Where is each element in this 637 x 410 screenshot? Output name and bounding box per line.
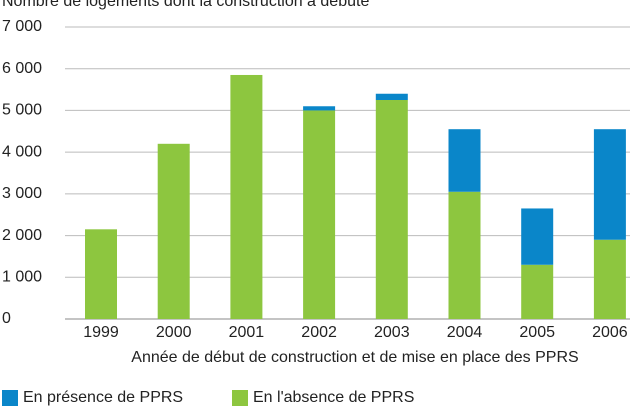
y-tick-label: 7 000 bbox=[2, 18, 42, 35]
bar-segment bbox=[448, 129, 481, 192]
legend-swatch bbox=[2, 390, 18, 406]
bar-segment bbox=[375, 100, 408, 319]
bar-segment bbox=[375, 93, 408, 100]
x-tick-label: 2003 bbox=[374, 324, 410, 341]
x-tick-label: 2006 bbox=[592, 324, 628, 341]
x-tick-label: 1999 bbox=[83, 324, 119, 341]
y-tick-label: 6 000 bbox=[2, 60, 42, 77]
x-axis-label: Année de début de construction et de mis… bbox=[131, 349, 578, 366]
bar-segment bbox=[521, 208, 554, 265]
bar-segment bbox=[593, 129, 626, 240]
bar-segment bbox=[593, 239, 626, 319]
chart-title: Nombre de logements dont la construction… bbox=[2, 0, 369, 10]
bar-segment bbox=[85, 229, 117, 319]
y-tick-label: 0 bbox=[2, 310, 11, 327]
legend-swatch bbox=[232, 390, 248, 406]
bar-segment bbox=[521, 264, 554, 319]
y-tick-label: 5 000 bbox=[2, 102, 42, 119]
x-tick-label: 2002 bbox=[301, 324, 337, 341]
x-tick-label: 2000 bbox=[156, 324, 192, 341]
x-tick-label: 2004 bbox=[447, 324, 483, 341]
bar-segment bbox=[230, 74, 263, 319]
x-tick-label: 2005 bbox=[519, 324, 555, 341]
y-tick-label: 4 000 bbox=[2, 143, 42, 160]
bar-segment bbox=[157, 143, 190, 319]
y-tick-label: 2 000 bbox=[2, 227, 42, 244]
bar-segment bbox=[303, 106, 336, 111]
y-tick-label: 3 000 bbox=[2, 185, 42, 202]
legend-label: En présence de PPRS bbox=[23, 389, 183, 406]
bar-segment bbox=[303, 110, 336, 319]
legend-label: En l'absence de PPRS bbox=[253, 389, 414, 406]
x-tick-label: 2001 bbox=[229, 324, 265, 341]
bar-segment bbox=[448, 191, 481, 319]
y-tick-label: 1 000 bbox=[2, 269, 42, 286]
